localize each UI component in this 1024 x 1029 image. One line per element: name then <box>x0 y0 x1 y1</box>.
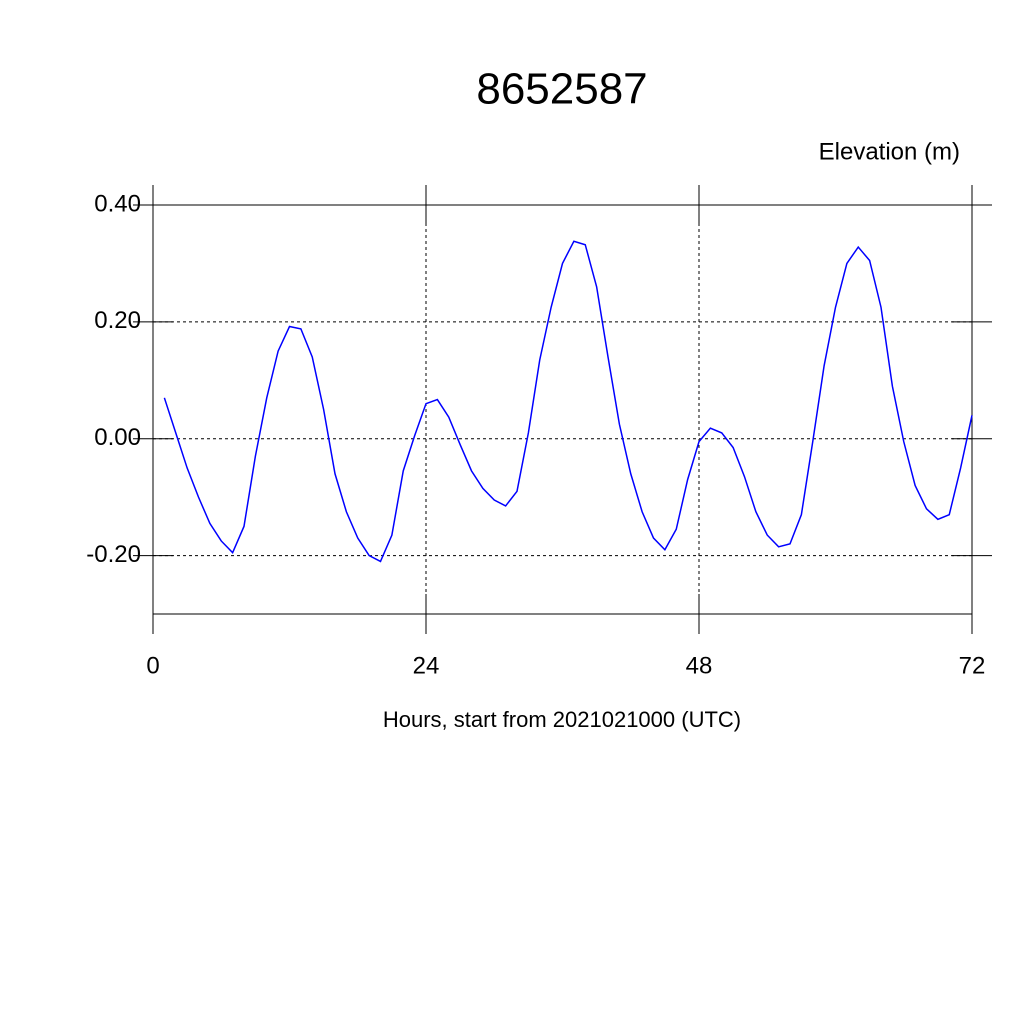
y-axis-label: Elevation (m) <box>819 138 960 165</box>
y-tick-label: -0.20 <box>86 541 141 568</box>
x-tick-label: 72 <box>959 652 986 679</box>
y-tick-label: 0.40 <box>94 190 141 217</box>
y-tick-label: 0.20 <box>94 307 141 334</box>
chart-title: 8652587 <box>476 65 647 114</box>
data-line <box>163 240 973 563</box>
x-tick-label: 0 <box>146 652 159 679</box>
x-tick-label: 48 <box>686 652 713 679</box>
y-tick-label: 0.00 <box>94 424 141 451</box>
x-axis-label: Hours, start from 2021021000 (UTC) <box>383 707 741 732</box>
x-tick-label: 24 <box>413 652 440 679</box>
